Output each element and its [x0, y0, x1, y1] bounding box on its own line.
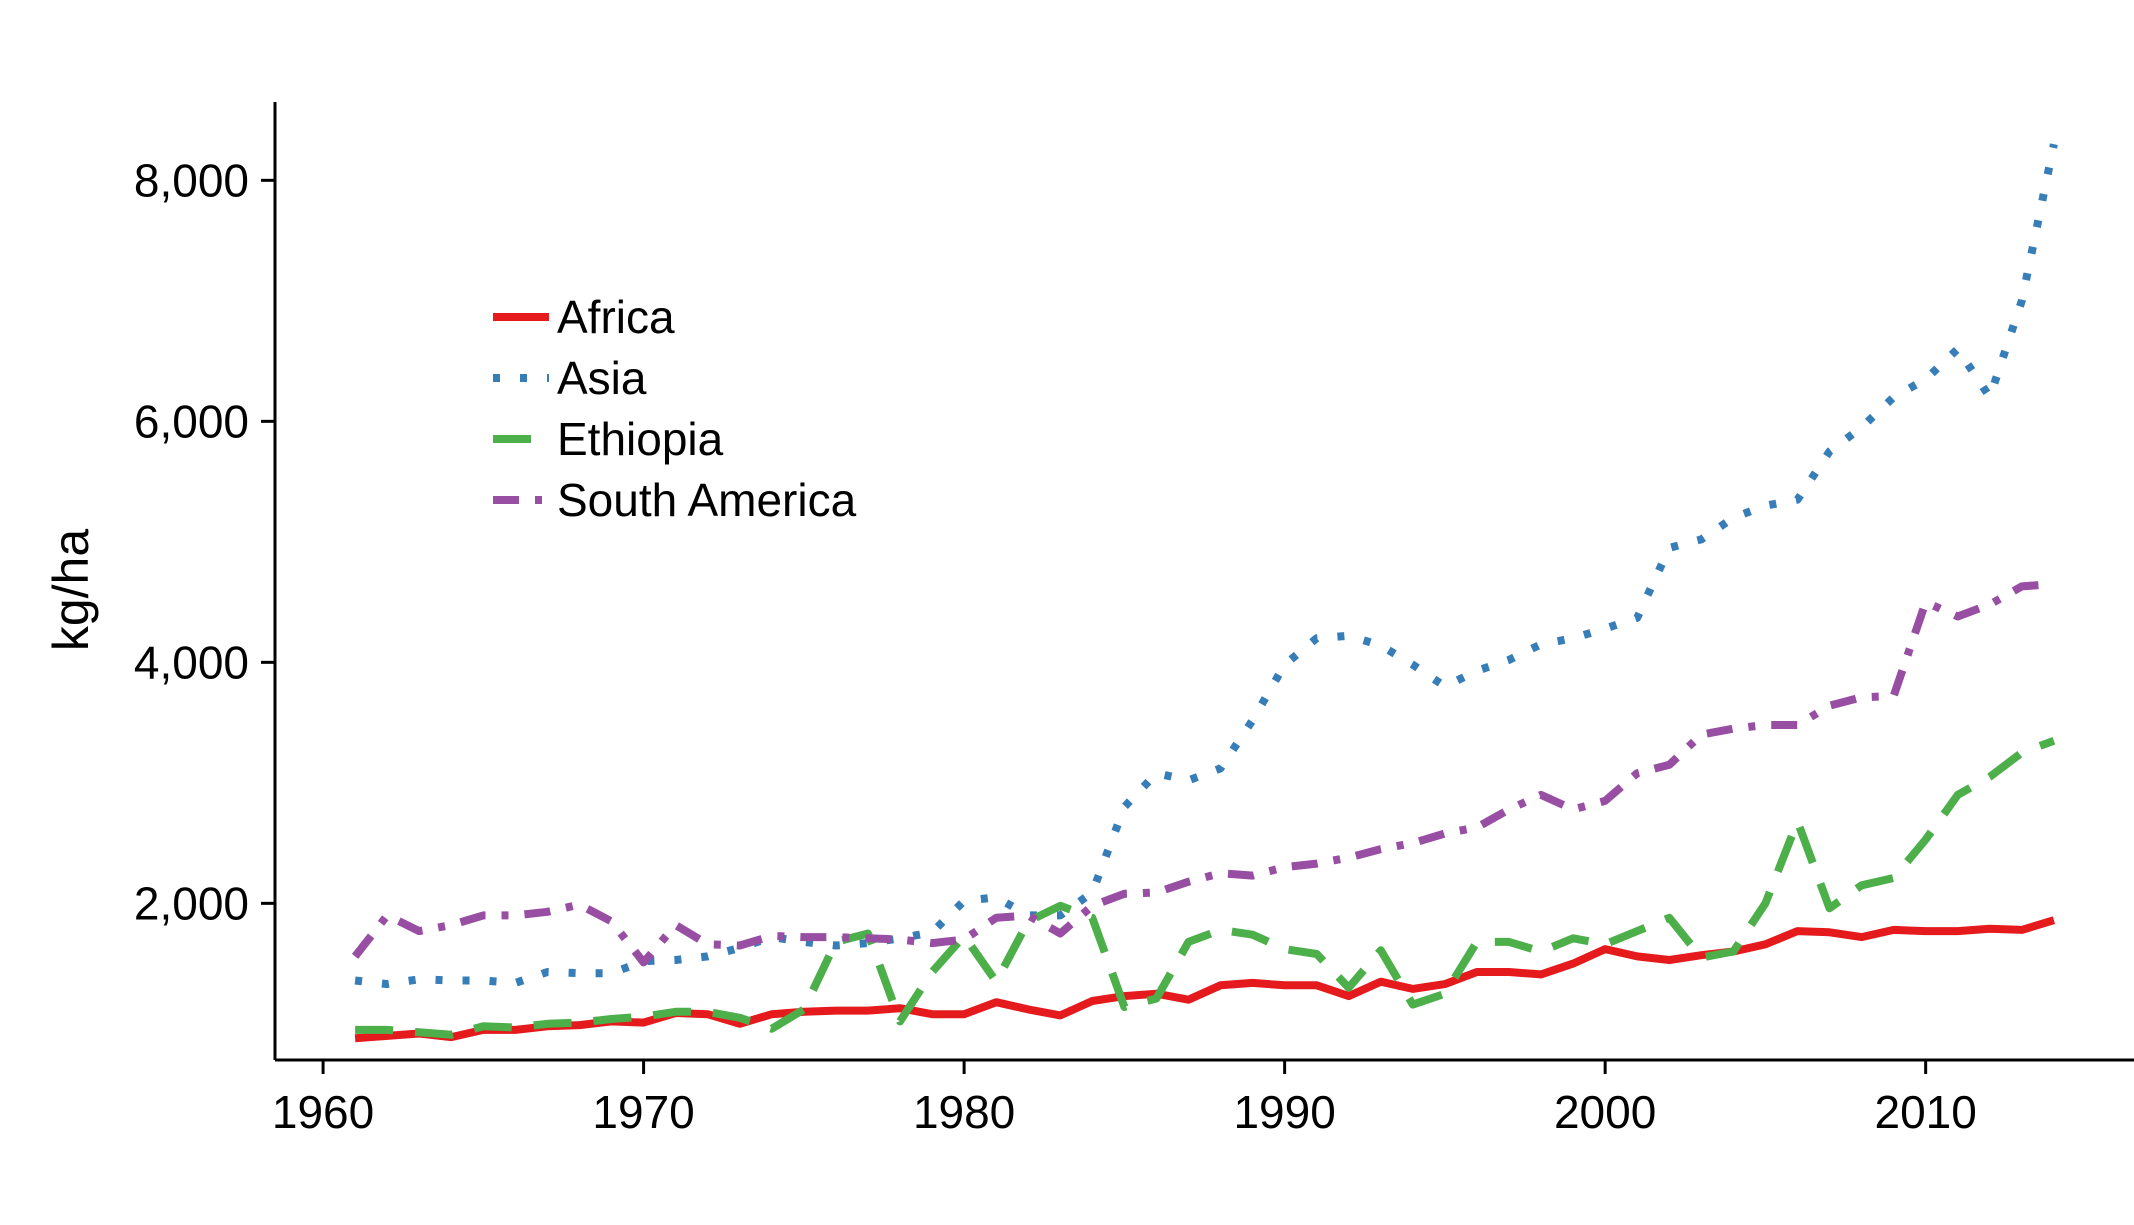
y-tick-label: 8,000	[134, 154, 249, 206]
legend-label-ethiopia: Ethiopia	[557, 413, 724, 465]
series-lines	[351, 143, 2058, 1043]
legend: Africa Asia Ethiopia South America	[493, 291, 857, 526]
y-tick-label: 6,000	[134, 395, 249, 447]
x-tick-label: 1970	[592, 1086, 694, 1138]
x-tick-label: 2000	[1554, 1086, 1656, 1138]
x-tick-label: 2010	[1874, 1086, 1976, 1138]
legend-label-africa: Africa	[557, 291, 675, 343]
series-line-south-america	[351, 580, 2055, 967]
y-axis-ticks: 2,000 4,000 6,000 8,000	[134, 154, 275, 929]
y-tick-label: 4,000	[134, 636, 249, 688]
y-axis-title: kg/ha	[43, 529, 99, 652]
x-tick-label: 1990	[1233, 1086, 1335, 1138]
x-tick-label: 1960	[272, 1086, 374, 1138]
x-axis-ticks: 1960 1970 1980 1990 2000 2010	[272, 1060, 1977, 1138]
series-line-ethiopia	[355, 736, 2056, 1039]
y-tick-label: 2,000	[134, 877, 249, 929]
series-line-africa	[354, 916, 2056, 1043]
x-tick-label: 1980	[913, 1086, 1015, 1138]
legend-label-asia: Asia	[557, 352, 647, 404]
legend-label-south-america: South America	[557, 474, 857, 526]
series-line-asia	[354, 143, 2058, 989]
